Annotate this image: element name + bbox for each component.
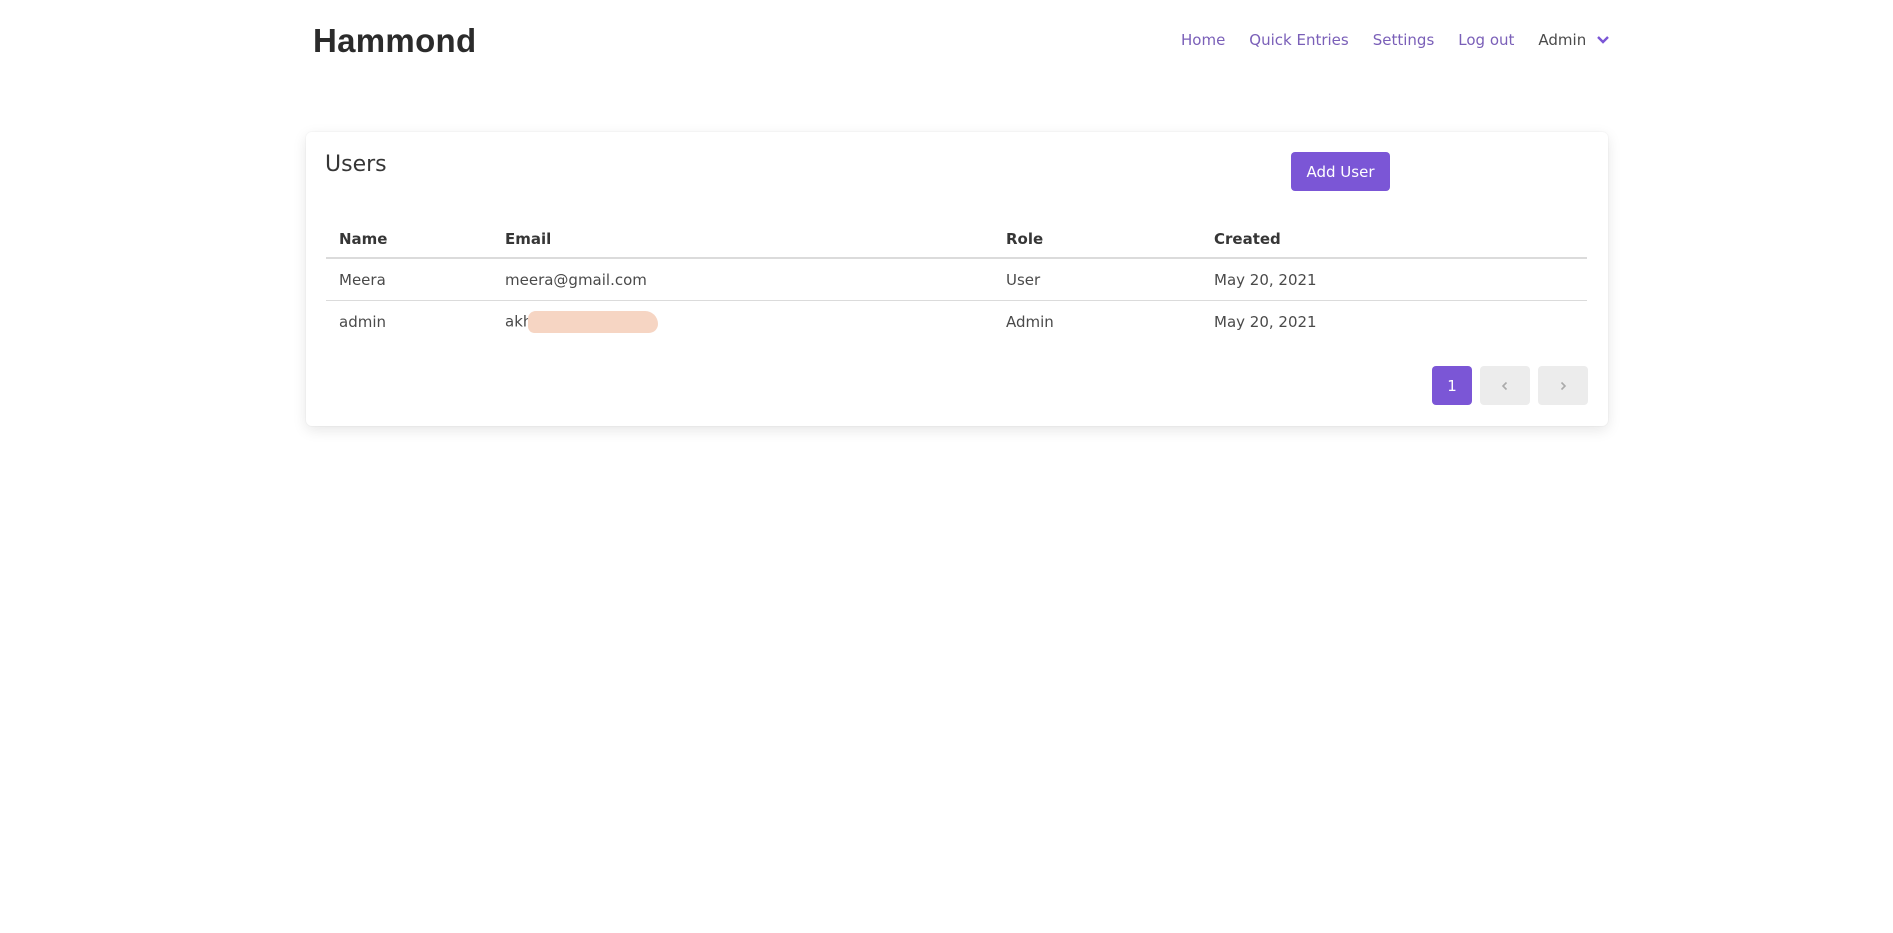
cell-created: May 20, 2021	[1214, 312, 1317, 331]
chevron-left-icon	[1501, 381, 1508, 390]
nav-log-out[interactable]: Log out	[1458, 31, 1515, 49]
page-1-button[interactable]: 1	[1432, 366, 1472, 405]
cell-email: meera@gmail.com	[492, 258, 993, 301]
table-header: Name Email Role Created	[326, 220, 1587, 259]
pagination: 1	[1432, 366, 1588, 405]
cell-role: Admin	[1006, 312, 1054, 331]
users-card: Users Add User Name Email Role Created M…	[306, 132, 1608, 426]
previous-page-button[interactable]	[1480, 366, 1530, 405]
nav-settings[interactable]: Settings	[1372, 31, 1435, 49]
nav-home[interactable]: Home	[1181, 31, 1226, 49]
chevron-right-icon	[1560, 381, 1567, 390]
cell-role: User	[993, 258, 1201, 301]
cell-email: akh	[492, 301, 993, 343]
cell-name: admin	[339, 312, 386, 331]
user-menu[interactable]: Admin	[1538, 31, 1610, 49]
cell-created: May 20, 2021	[1201, 258, 1587, 301]
nav-quick-entries[interactable]: Quick Entries	[1249, 31, 1349, 49]
column-created: Created	[1201, 220, 1587, 259]
user-menu-label: Admin	[1538, 31, 1587, 49]
add-user-button[interactable]: Add User	[1291, 152, 1390, 191]
table-row: admin akh Admin May 20, 2021	[326, 301, 1587, 343]
top-nav: Home Quick Entries Settings Log out Admi…	[1181, 31, 1610, 49]
table-row: Meera meera@gmail.com User May 20, 2021	[326, 258, 1587, 301]
users-table: Name Email Role Created Meera meera@gmai…	[326, 220, 1587, 342]
redaction-mark	[528, 310, 659, 333]
chevron-down-icon	[1597, 36, 1610, 44]
column-email: Email	[492, 220, 993, 259]
next-page-button[interactable]	[1538, 366, 1588, 405]
cell-name: Meera	[326, 258, 492, 301]
email-text: akh	[505, 312, 533, 330]
column-role: Role	[993, 220, 1201, 259]
column-name: Name	[326, 220, 492, 259]
page-title: Users	[325, 152, 387, 177]
brand-logo[interactable]: Hammond	[313, 22, 477, 59]
